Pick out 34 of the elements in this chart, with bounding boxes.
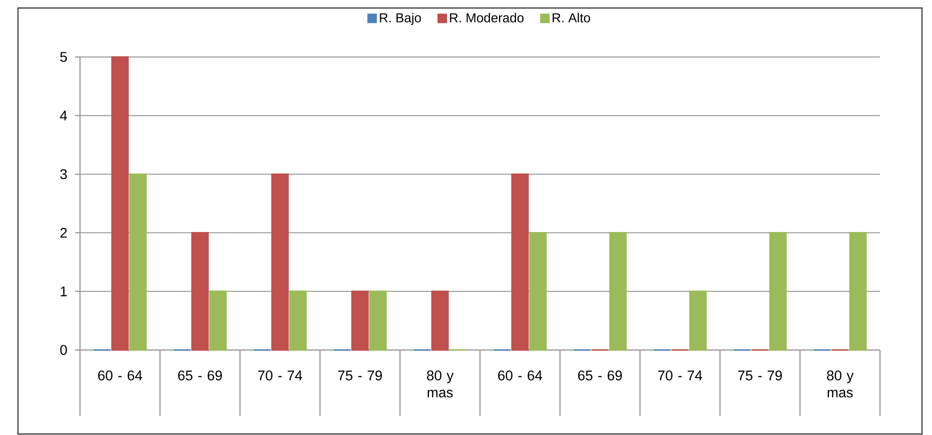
bar [609,232,627,351]
x-tick-label: 70 - 74 [658,370,702,380]
bar [689,290,707,351]
bar [529,232,547,351]
bar [209,290,227,351]
y-tick-label: 0 [60,345,67,355]
legend-label: R. Bajo [380,12,421,25]
bar [511,173,529,351]
bar [129,173,147,351]
x-tick-label: 65 - 69 [578,370,622,380]
legend-label: R. Moderado [450,12,524,22]
y-tick-label: 5 [60,52,67,62]
bar [431,290,449,351]
bar [849,232,867,351]
x-tick-label: 60 - 64 [498,370,542,380]
bar [769,232,787,351]
bar [191,232,209,351]
bar [369,290,387,351]
y-tick-label: 3 [60,169,67,180]
bar [351,290,369,351]
x-tick-label: 75 - 79 [338,370,382,380]
bar [111,56,129,351]
x-tick-label: 60 - 64 [98,370,142,380]
legend-label: R. Alto [552,12,590,22]
x-tick-label: 65 - 69 [178,370,222,380]
bar [289,290,307,351]
x-tick-label: 80 y mas [826,370,854,398]
x-tick-label: 80 y mas [427,370,454,398]
y-tick-label: 1 [60,286,67,296]
x-tick-label: 70 - 74 [258,370,302,380]
y-tick-label: 2 [60,228,67,238]
x-tick-label: 75 - 79 [738,370,782,380]
y-tick-label: 4 [60,110,68,120]
bar [271,173,289,351]
